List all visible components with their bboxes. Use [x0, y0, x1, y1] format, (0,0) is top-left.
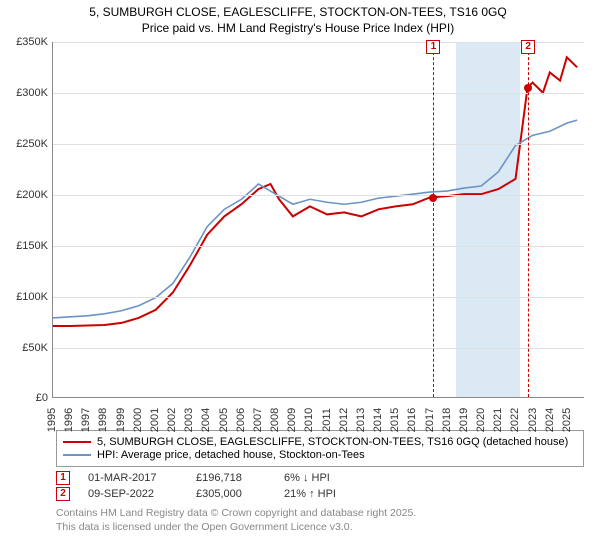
xtick-label: 2025	[561, 408, 573, 432]
annotation-marker-2: 2	[56, 487, 70, 501]
legend-swatch-hpi	[63, 454, 91, 456]
marker-line-2	[528, 42, 529, 397]
xtick-label: 2021	[492, 408, 504, 432]
xtick-label: 2008	[269, 408, 281, 432]
marker-dot-1	[429, 194, 437, 202]
annotation-date-1: 01-MAR-2017	[88, 472, 178, 484]
series-price_paid	[53, 58, 577, 327]
xtick-label: 2019	[458, 408, 470, 432]
xtick-label: 2000	[132, 408, 144, 432]
gridline-h	[53, 348, 584, 349]
ytick-label: £100K	[4, 291, 48, 303]
xtick-label: 2001	[149, 408, 161, 432]
footer: Contains HM Land Registry data © Crown c…	[56, 507, 584, 534]
legend: 5, SUMBURGH CLOSE, EAGLESCLIFFE, STOCKTO…	[56, 430, 584, 467]
xtick-label: 2006	[235, 408, 247, 432]
xtick-label: 2014	[372, 408, 384, 432]
xtick-label: 2009	[286, 408, 298, 432]
legend-row-price-paid: 5, SUMBURGH CLOSE, EAGLESCLIFFE, STOCKTO…	[63, 436, 577, 448]
annotation-price-1: £196,718	[196, 472, 266, 484]
series-svg	[53, 42, 584, 397]
marker-dot-2	[524, 84, 532, 92]
title-line2: Price paid vs. HM Land Registry's House …	[4, 20, 592, 36]
xtick-label: 2010	[303, 408, 315, 432]
ytick-label: £300K	[4, 87, 48, 99]
xtick-label: 1996	[63, 408, 75, 432]
xtick-label: 2018	[441, 408, 453, 432]
xtick-label: 2022	[509, 408, 521, 432]
marker-line-1	[433, 42, 434, 397]
annotation-price-2: £305,000	[196, 488, 266, 500]
footer-line1: Contains HM Land Registry data © Crown c…	[56, 507, 584, 521]
annotation-delta-1: 6% ↓ HPI	[284, 472, 330, 484]
gridline-h	[53, 297, 584, 298]
xtick-label: 2016	[406, 408, 418, 432]
annotation-1: 1 01-MAR-2017 £196,718 6% ↓ HPI	[56, 471, 584, 485]
xtick-label: 1998	[97, 408, 109, 432]
xtick-label: 2005	[218, 408, 230, 432]
ytick-label: £150K	[4, 240, 48, 252]
xtick-label: 2017	[424, 408, 436, 432]
xtick-label: 1997	[80, 408, 92, 432]
annotation-2: 2 09-SEP-2022 £305,000 21% ↑ HPI	[56, 487, 584, 501]
xtick-label: 2011	[321, 409, 333, 433]
xtick-label: 2020	[475, 408, 487, 432]
footer-line2: This data is licensed under the Open Gov…	[56, 521, 584, 535]
marker-box-2: 2	[521, 40, 535, 54]
xtick-label: 2024	[544, 408, 556, 432]
legend-label-hpi: HPI: Average price, detached house, Stoc…	[97, 449, 365, 461]
ytick-label: £50K	[4, 342, 48, 354]
xtick-label: 1999	[115, 408, 127, 432]
xtick-label: 2013	[355, 408, 367, 432]
xtick-label: 1995	[46, 408, 58, 432]
gridline-h	[53, 42, 584, 43]
gridline-h	[53, 246, 584, 247]
legend-row-hpi: HPI: Average price, detached house, Stoc…	[63, 449, 577, 461]
chart: 12 £0£50K£100K£150K£200K£250K£300K£350K1…	[4, 38, 592, 428]
ytick-label: £0	[4, 392, 48, 404]
annotation-marker-1: 1	[56, 471, 70, 485]
plot-area: 12	[52, 42, 584, 398]
title-line1: 5, SUMBURGH CLOSE, EAGLESCLIFFE, STOCKTO…	[4, 4, 592, 20]
ytick-label: £200K	[4, 189, 48, 201]
ytick-label: £250K	[4, 138, 48, 150]
annotation-date-2: 09-SEP-2022	[88, 488, 178, 500]
ytick-label: £350K	[4, 36, 48, 48]
xtick-label: 2002	[166, 408, 178, 432]
xtick-label: 2023	[527, 408, 539, 432]
marker-box-1: 1	[426, 40, 440, 54]
gridline-h	[53, 195, 584, 196]
xtick-label: 2015	[389, 408, 401, 432]
series-hpi	[53, 120, 577, 318]
xtick-label: 2012	[338, 408, 350, 432]
chart-title: 5, SUMBURGH CLOSE, EAGLESCLIFFE, STOCKTO…	[4, 4, 592, 36]
xtick-label: 2003	[183, 408, 195, 432]
xtick-label: 2004	[200, 408, 212, 432]
annotation-delta-2: 21% ↑ HPI	[284, 488, 336, 500]
gridline-h	[53, 144, 584, 145]
legend-label-price-paid: 5, SUMBURGH CLOSE, EAGLESCLIFFE, STOCKTO…	[97, 436, 568, 448]
legend-swatch-price-paid	[63, 441, 91, 443]
xtick-label: 2007	[252, 408, 264, 432]
gridline-h	[53, 93, 584, 94]
